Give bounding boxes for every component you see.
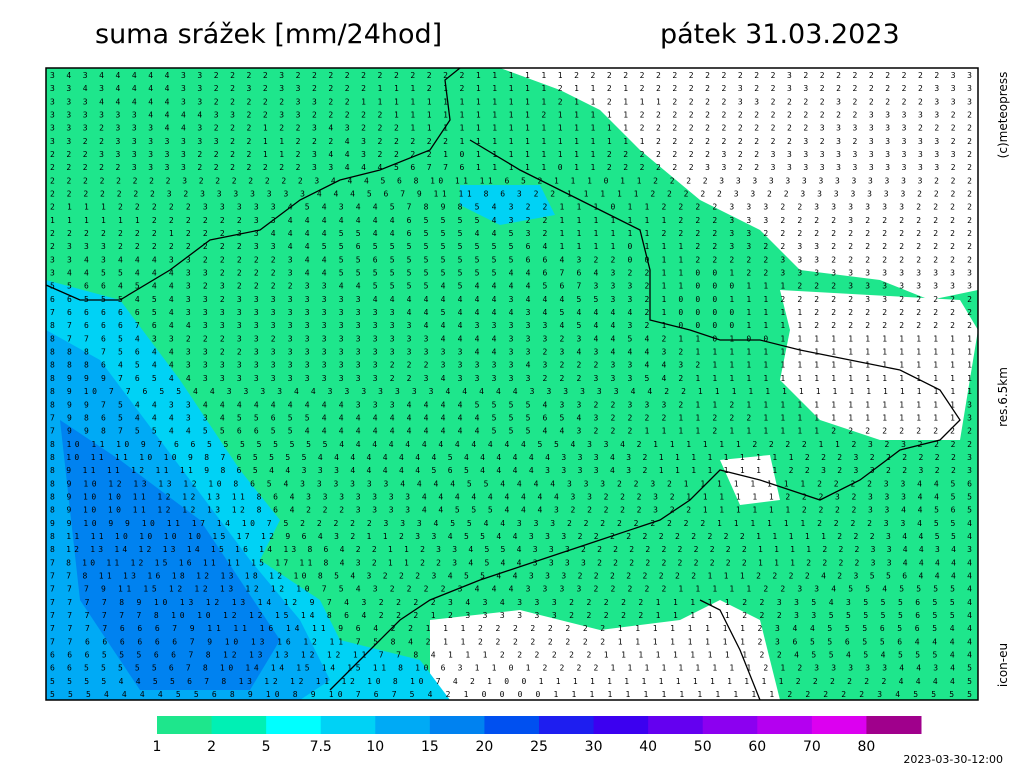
value-row: 2 1 1 1 2 2 2 2 2 3 3 3 3 3 4 5 4 3 4 4 … bbox=[50, 203, 972, 212]
legend-label: 15 bbox=[421, 739, 439, 755]
value-row: 8 7 7 6 5 4 3 3 2 2 2 3 3 2 3 3 3 3 3 3 … bbox=[50, 334, 972, 343]
map-frame bbox=[45, 67, 979, 701]
legend-swatch bbox=[429, 716, 485, 734]
legend-swatch bbox=[866, 716, 922, 734]
value-row: 3 3 3 3 3 3 4 4 4 4 3 3 2 2 3 3 2 2 2 2 … bbox=[50, 111, 972, 120]
legend-label: 70 bbox=[803, 739, 821, 755]
value-row: 7 7 7 9 11 15 12 12 13 12 12 10 7 5 4 3 … bbox=[50, 585, 972, 594]
value-row: 8 8 8 7 5 6 4 4 3 3 2 2 3 3 3 3 3 3 3 3 … bbox=[50, 348, 972, 357]
legend-label: 25 bbox=[530, 739, 548, 755]
value-row: 8 9 10 12 13 13 12 10 8 6 5 4 3 3 3 3 3 … bbox=[50, 479, 972, 488]
legend-swatch bbox=[539, 716, 595, 734]
legend-swatch bbox=[702, 716, 758, 734]
value-row: 3 4 3 4 4 4 4 4 3 3 2 2 2 2 3 2 2 2 2 2 … bbox=[50, 71, 972, 80]
value-row: 6 6 5 5 5 4 5 4 3 3 2 3 3 3 3 3 3 3 3 4 … bbox=[50, 295, 972, 304]
value-row: 2 2 2 2 2 2 2 1 2 2 2 3 3 4 4 4 4 5 5 4 … bbox=[50, 229, 972, 238]
legend-swatch bbox=[593, 716, 649, 734]
value-row: 7 7 7 7 8 9 10 13 12 13 14 12 9 7 4 3 2 … bbox=[50, 598, 972, 607]
legend-label: 2 bbox=[207, 739, 216, 755]
legend-label: 10 bbox=[366, 739, 384, 755]
legend-label: 30 bbox=[585, 739, 603, 755]
value-row: 3 3 3 2 3 3 3 4 4 3 2 2 2 1 2 2 3 4 3 2 … bbox=[50, 124, 972, 133]
value-row: 3 4 4 5 5 4 4 4 3 3 2 2 2 2 3 4 4 5 5 5 … bbox=[50, 269, 972, 278]
value-row: 8 9 9 7 5 4 4 3 3 4 4 4 4 4 4 4 4 4 3 3 … bbox=[50, 400, 972, 409]
legend-swatch bbox=[484, 716, 540, 734]
run-time: 2023-03-30-12:00 bbox=[903, 753, 1003, 766]
legend-label: 7.5 bbox=[310, 739, 332, 755]
legend-swatch bbox=[157, 716, 213, 734]
legend-swatch bbox=[211, 716, 267, 734]
value-row: 7 8 10 11 12 15 16 11 11 15 17 11 8 4 3 … bbox=[50, 558, 972, 567]
model: icon-eu bbox=[996, 643, 1010, 687]
value-row: 2 3 3 3 2 2 2 2 2 2 2 2 3 3 4 4 5 5 6 5 … bbox=[50, 242, 972, 251]
value-row: 7 6 6 6 6 6 5 4 3 3 3 3 3 3 3 3 3 3 3 3 … bbox=[50, 308, 972, 317]
value-row: 3 3 3 4 4 4 4 4 3 3 2 2 2 2 2 3 3 2 2 1 … bbox=[50, 97, 972, 106]
value-row: 3 3 4 3 4 4 4 4 3 3 2 2 3 2 3 3 2 2 2 2 … bbox=[50, 84, 972, 93]
legend-label: 40 bbox=[639, 739, 657, 755]
legend-swatch bbox=[375, 716, 431, 734]
value-row: 1 1 1 1 1 1 2 2 2 2 2 2 3 3 4 4 4 4 4 4 … bbox=[50, 216, 972, 225]
legend-label: 20 bbox=[476, 739, 494, 755]
legend-swatch bbox=[757, 716, 813, 734]
legend-label: 80 bbox=[858, 739, 876, 755]
legend: 1 2 5 7.5 10 15 20 25 30 40 50 60 70 80 bbox=[153, 716, 922, 755]
value-row: 8 8 8 6 4 5 4 4 3 3 3 3 3 3 3 3 3 3 3 3 … bbox=[50, 361, 972, 370]
legend-label: 1 bbox=[153, 739, 162, 755]
precip-field: 3 4 3 4 4 4 4 4 3 3 2 2 2 2 3 2 2 2 2 2 … bbox=[46, 68, 978, 700]
value-row: 9 9 10 9 9 10 11 17 14 10 7 5 2 2 2 2 2 … bbox=[50, 519, 972, 528]
value-row: 7 9 8 6 5 4 4 4 3 3 4 5 5 6 5 5 4 4 4 4 … bbox=[50, 413, 972, 422]
value-row: 2 2 2 2 2 3 3 3 3 2 2 2 2 2 2 2 3 3 4 4 … bbox=[50, 163, 972, 172]
value-row: 6 6 5 5 5 5 5 6 7 8 10 14 14 15 14 15 11… bbox=[50, 664, 972, 673]
date: pátek 31.03.2023 bbox=[660, 19, 900, 50]
value-row: 3 3 2 2 3 3 3 3 3 3 3 2 2 1 1 2 2 2 4 3 … bbox=[50, 137, 972, 146]
value-row: 2 2 2 2 2 2 2 3 2 3 3 3 3 3 3 3 4 4 4 5 … bbox=[50, 190, 972, 199]
value-row: 7 9 9 8 7 5 5 4 4 5 5 6 6 5 5 4 4 4 4 4 … bbox=[50, 427, 972, 436]
value-row: 6 6 6 5 5 5 6 6 7 8 12 13 13 12 12 11 7 … bbox=[50, 650, 972, 659]
legend-swatch bbox=[648, 716, 704, 734]
legend-label: 50 bbox=[694, 739, 712, 755]
value-row: 2 2 2 3 3 3 3 3 3 2 2 2 2 1 1 2 3 4 4 3 … bbox=[50, 150, 972, 159]
resolution: res.6.5km bbox=[996, 367, 1010, 427]
value-row: 8 12 13 14 12 13 14 15 16 14 13 8 6 4 2 … bbox=[50, 545, 972, 554]
coastline bbox=[46, 68, 961, 700]
legend-swatch bbox=[811, 716, 867, 734]
value-row: 5 5 5 4 4 4 4 5 5 6 8 9 10 8 9 10 7 6 7 … bbox=[50, 690, 972, 699]
legend-label: 60 bbox=[748, 739, 766, 755]
legend-swatch bbox=[266, 716, 322, 734]
value-row: 7 7 7 7 7 7 8 10 10 12 12 15 14 8 6 4 2 … bbox=[50, 611, 972, 620]
title: suma srážek [mm/24hod] bbox=[95, 19, 442, 50]
legend-swatch bbox=[320, 716, 376, 734]
copyright: (c)meteopress bbox=[996, 72, 1010, 159]
value-row: 8 7 6 6 6 7 6 4 4 3 3 3 3 3 3 3 3 3 3 3 … bbox=[50, 321, 972, 330]
value-row: 5 5 6 6 4 5 4 4 3 2 3 2 2 2 2 3 3 4 4 5 … bbox=[50, 282, 972, 291]
value-row: 8 9 9 9 7 6 5 4 4 3 3 3 3 3 3 3 3 3 3 3 … bbox=[50, 374, 972, 383]
value-row: 3 3 4 3 4 4 4 3 3 2 2 2 2 2 3 4 4 5 5 6 … bbox=[50, 255, 972, 264]
legend-label: 5 bbox=[262, 739, 271, 755]
